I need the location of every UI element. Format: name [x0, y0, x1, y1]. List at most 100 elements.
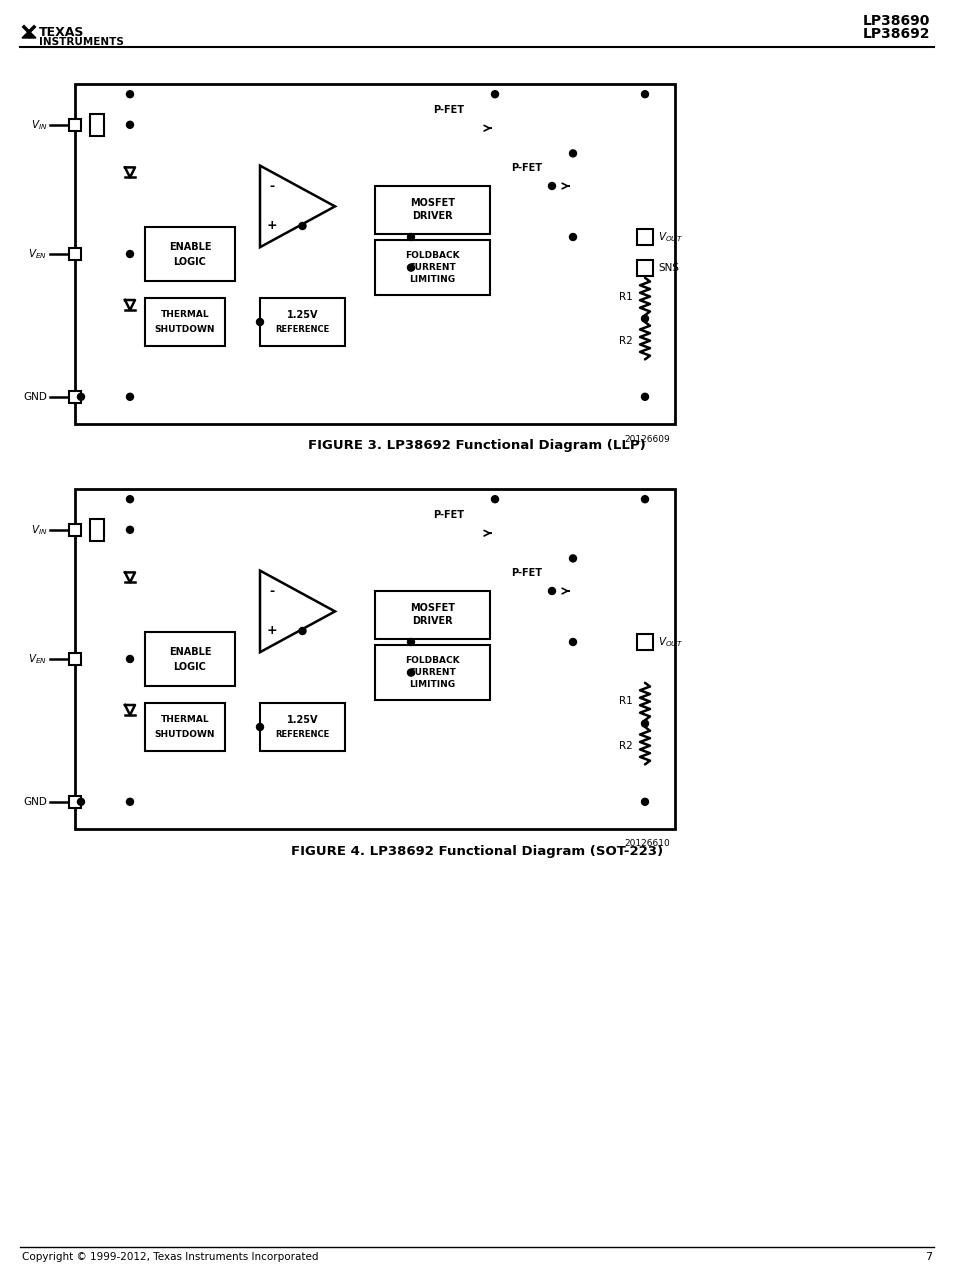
Circle shape: [640, 798, 648, 806]
Text: 20126609: 20126609: [623, 435, 669, 444]
Circle shape: [569, 638, 576, 646]
Text: 7: 7: [923, 1252, 931, 1262]
Text: 1.25V: 1.25V: [287, 310, 318, 320]
Text: $V_{EN}$: $V_{EN}$: [28, 247, 47, 261]
Text: LP38692: LP38692: [862, 27, 929, 41]
Circle shape: [127, 656, 133, 663]
Bar: [637, 229, 652, 246]
Circle shape: [407, 234, 414, 240]
Bar: [260, 298, 345, 345]
Text: FIGURE 3. LP38692 Functional Diagram (LLP): FIGURE 3. LP38692 Functional Diagram (LL…: [308, 440, 645, 453]
Text: FOLDBACK: FOLDBACK: [405, 656, 459, 665]
Bar: [90, 519, 104, 541]
Circle shape: [640, 720, 648, 726]
Text: FOLDBACK: FOLDBACK: [405, 251, 459, 260]
Bar: [90, 114, 104, 136]
Bar: [75, 489, 675, 829]
Bar: [260, 703, 345, 751]
Text: TEXAS: TEXAS: [39, 26, 84, 38]
Circle shape: [640, 394, 648, 400]
Text: 20126610: 20126610: [623, 839, 669, 848]
Circle shape: [256, 724, 263, 730]
Bar: [69, 248, 81, 260]
Circle shape: [127, 394, 133, 400]
Bar: [375, 185, 490, 234]
Bar: [637, 634, 652, 650]
Circle shape: [127, 122, 133, 128]
Text: P-FET: P-FET: [511, 162, 541, 173]
Circle shape: [407, 263, 414, 271]
Circle shape: [569, 150, 576, 157]
Circle shape: [298, 223, 306, 229]
Text: -: -: [269, 586, 274, 599]
Text: R2: R2: [618, 741, 633, 751]
Text: FIGURE 4. LP38692 Functional Diagram (SOT-223): FIGURE 4. LP38692 Functional Diagram (SO…: [291, 844, 662, 857]
Bar: [75, 84, 675, 425]
Polygon shape: [22, 31, 29, 38]
Text: GND: GND: [23, 797, 47, 807]
Polygon shape: [29, 31, 36, 38]
Text: MOSFET: MOSFET: [410, 604, 455, 613]
Text: $V_{EN}$: $V_{EN}$: [28, 652, 47, 666]
Bar: [145, 298, 225, 345]
Text: LP38690: LP38690: [862, 14, 929, 28]
Circle shape: [127, 91, 133, 97]
Text: R1: R1: [618, 292, 633, 302]
Circle shape: [569, 555, 576, 561]
Text: $V_{OUT}$: $V_{OUT}$: [658, 636, 682, 648]
Text: SHUTDOWN: SHUTDOWN: [154, 729, 215, 739]
Circle shape: [548, 183, 555, 189]
Circle shape: [298, 628, 306, 634]
Text: LOGIC: LOGIC: [173, 257, 206, 267]
Text: THERMAL: THERMAL: [160, 311, 209, 320]
Text: P-FET: P-FET: [433, 510, 464, 521]
Circle shape: [491, 496, 498, 503]
Text: $V_{IN}$: $V_{IN}$: [30, 118, 47, 132]
Text: REFERENCE: REFERENCE: [275, 729, 330, 739]
Text: P-FET: P-FET: [511, 568, 541, 578]
Circle shape: [491, 91, 498, 97]
Text: SHUTDOWN: SHUTDOWN: [154, 325, 215, 334]
Text: R1: R1: [618, 697, 633, 706]
Circle shape: [127, 798, 133, 806]
Text: $V_{IN}$: $V_{IN}$: [30, 523, 47, 537]
Text: -: -: [269, 180, 274, 193]
Bar: [69, 654, 81, 665]
Text: P-FET: P-FET: [433, 105, 464, 115]
Text: LOGIC: LOGIC: [173, 663, 206, 673]
Text: +: +: [267, 220, 277, 233]
Bar: [375, 646, 490, 700]
Circle shape: [569, 234, 576, 240]
Text: CURRENT: CURRENT: [408, 668, 456, 677]
Circle shape: [640, 496, 648, 503]
Circle shape: [127, 251, 133, 257]
Text: SNS: SNS: [658, 262, 679, 272]
Circle shape: [407, 669, 414, 677]
Text: DRIVER: DRIVER: [412, 211, 453, 221]
Bar: [145, 632, 234, 687]
Bar: [69, 119, 81, 130]
Bar: [69, 524, 81, 536]
Text: INSTRUMENTS: INSTRUMENTS: [39, 37, 124, 47]
Circle shape: [77, 798, 85, 806]
Text: LIMITING: LIMITING: [409, 680, 456, 689]
Text: LIMITING: LIMITING: [409, 275, 456, 284]
Circle shape: [77, 394, 85, 400]
Text: DRIVER: DRIVER: [412, 616, 453, 627]
Bar: [375, 591, 490, 638]
Circle shape: [127, 496, 133, 503]
Circle shape: [407, 638, 414, 646]
Circle shape: [640, 315, 648, 322]
Circle shape: [256, 318, 263, 325]
Bar: [375, 240, 490, 294]
Text: 1.25V: 1.25V: [287, 715, 318, 725]
Text: GND: GND: [23, 391, 47, 402]
Text: ENABLE: ENABLE: [169, 243, 211, 252]
Bar: [69, 391, 81, 403]
Text: ENABLE: ENABLE: [169, 647, 211, 657]
Circle shape: [548, 587, 555, 595]
Circle shape: [127, 526, 133, 533]
Text: CURRENT: CURRENT: [408, 263, 456, 272]
Text: REFERENCE: REFERENCE: [275, 325, 330, 334]
Circle shape: [640, 91, 648, 97]
